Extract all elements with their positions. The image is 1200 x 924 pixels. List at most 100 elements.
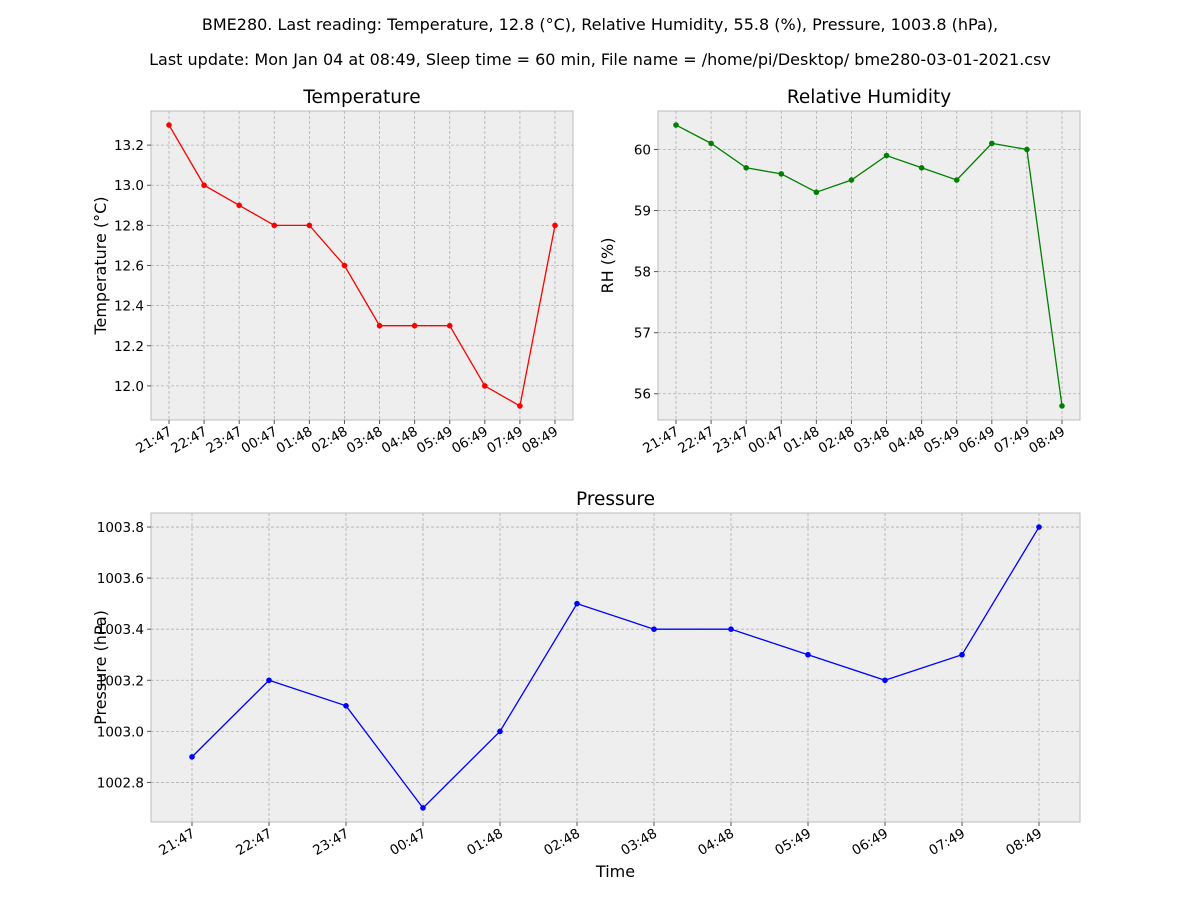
humidity-data-point <box>883 152 890 159</box>
pressure-xtick-label: 23:47 <box>310 826 352 859</box>
pressure-data-point <box>574 600 580 607</box>
humidity-xtick-label: 22:47 <box>675 424 717 457</box>
humidity-ytick-label: 58 <box>634 265 651 281</box>
pressure-xtick-label: 04:48 <box>695 826 737 859</box>
temperature-ytick-label: 12.0 <box>114 379 144 395</box>
temperature-xtick-label: 05:49 <box>414 424 456 457</box>
humidity-ytick-label: 56 <box>634 387 651 403</box>
temperature-ytick-label: 12.8 <box>114 218 144 234</box>
humidity-data-point <box>1059 403 1065 409</box>
pressure-xtick-label: 08:49 <box>1003 826 1045 859</box>
temperature-chart-title: Temperature <box>302 87 420 108</box>
temperature-ytick-label: 13.0 <box>114 178 144 194</box>
humidity-data-point <box>918 164 925 171</box>
humidity-xtick-label: 00:47 <box>746 424 788 457</box>
pressure-x-axis-label: Time <box>595 862 635 881</box>
pressure-xtick-label: 05:49 <box>772 826 814 859</box>
temperature-data-point <box>306 222 313 229</box>
pressure-plot-area <box>150 512 1081 823</box>
humidity-data-point <box>673 122 679 128</box>
humidity-xtick-label: 07:49 <box>991 424 1033 457</box>
header-line-2: Last update: Mon Jan 04 at 08:49, Sleep … <box>149 50 1051 69</box>
temperature-xtick-label: 23:47 <box>203 424 245 457</box>
pressure-data-point <box>189 754 195 760</box>
humidity-xtick-label: 08:49 <box>1026 424 1068 457</box>
pressure-xtick-label: 07:49 <box>926 826 968 859</box>
humidity-xtick-label: 03:48 <box>851 424 893 457</box>
temperature-data-point <box>376 322 383 329</box>
temperature-data-point <box>341 262 348 269</box>
humidity-xtick-label: 23:47 <box>710 424 752 457</box>
temperature-data-point <box>236 202 242 209</box>
humidity-xtick-label: 05:49 <box>921 424 963 457</box>
header-line-1: BME280. Last reading: Temperature, 12.8 … <box>201 15 999 34</box>
temperature-data-point <box>201 182 207 189</box>
temperature-y-axis-label: Temperature (°C) <box>91 196 110 335</box>
humidity-xtick-label: 21:47 <box>640 424 682 457</box>
pressure-data-point <box>420 805 426 811</box>
pressure-data-point <box>343 703 349 709</box>
pressure-xtick-label: 01:48 <box>464 826 506 859</box>
pressure-data-point <box>805 651 811 658</box>
temperature-data-point <box>517 403 523 409</box>
humidity-xtick-label: 01:48 <box>781 424 823 457</box>
pressure-xtick-label: 02:48 <box>541 826 583 859</box>
pressure-data-point <box>497 728 503 735</box>
pressure-ytick-label: 1003.6 <box>97 571 144 587</box>
temperature-xtick-label: 02:48 <box>309 424 351 457</box>
temperature-xtick-label: 06:49 <box>449 424 491 457</box>
pressure-data-point <box>651 626 657 632</box>
temperature-xtick-label: 04:48 <box>379 424 421 457</box>
pressure-series-line <box>191 526 1040 809</box>
humidity-data-point <box>848 177 855 183</box>
temperature-xtick-label: 22:47 <box>168 424 210 457</box>
pressure-xtick-label: 22:47 <box>233 826 275 859</box>
humidity-chart-title: Relative Humidity <box>787 87 951 108</box>
temperature-ytick-label: 12.4 <box>114 299 144 315</box>
pressure-ytick-label: 1003.4 <box>97 622 144 638</box>
temperature-xtick-label: 08:49 <box>519 424 561 457</box>
humidity-ytick-label: 60 <box>634 142 651 158</box>
temperature-ytick-label: 12.6 <box>114 259 144 275</box>
temperature-xtick-label: 03:48 <box>344 424 386 457</box>
pressure-xtick-label: 03:48 <box>618 826 660 859</box>
humidity-series-line <box>675 124 1063 407</box>
humidity-xtick-label: 04:48 <box>886 424 928 457</box>
humidity-ytick-label: 59 <box>634 204 651 220</box>
humidity-data-point <box>743 164 749 171</box>
humidity-xtick-label: 06:49 <box>956 424 998 457</box>
pressure-ytick-label: 1003.2 <box>97 673 144 689</box>
pressure-ytick-label: 1003.8 <box>97 520 144 536</box>
temperature-data-point <box>271 222 278 229</box>
humidity-plot-area <box>657 110 1081 421</box>
temperature-series-line <box>168 124 556 407</box>
pressure-xtick-label: 21:47 <box>156 826 198 859</box>
humidity-xtick-label: 02:48 <box>816 424 858 457</box>
pressure-xtick-label: 00:47 <box>387 826 429 859</box>
temperature-xtick-label: 01:48 <box>274 424 316 457</box>
pressure-data-point <box>882 677 888 684</box>
pressure-ytick-label: 1003.0 <box>97 724 144 740</box>
temperature-data-point <box>411 322 418 329</box>
pressure-data-point <box>959 651 965 658</box>
temperature-ytick-label: 13.2 <box>114 138 144 154</box>
temperature-xtick-label: 07:49 <box>484 424 526 457</box>
temperature-data-point <box>446 322 453 329</box>
humidity-data-point <box>778 171 785 177</box>
temperature-xtick-label: 00:47 <box>239 424 281 457</box>
temperature-ytick-label: 12.2 <box>114 339 144 355</box>
temperature-data-point <box>166 122 172 128</box>
humidity-data-point <box>953 177 960 183</box>
humidity-data-point <box>708 140 714 147</box>
temperature-data-point <box>482 383 488 389</box>
pressure-y-axis-label: Pressure (hPa) <box>91 610 110 725</box>
pressure-data-point <box>728 626 734 632</box>
humidity-data-point <box>1024 146 1030 153</box>
pressure-chart-title: Pressure <box>576 489 655 510</box>
pressure-data-point <box>266 677 272 684</box>
temperature-xtick-label: 21:47 <box>133 424 175 457</box>
pressure-data-point <box>1036 524 1042 530</box>
humidity-data-point <box>989 140 995 147</box>
pressure-ytick-label: 1002.8 <box>97 775 144 791</box>
